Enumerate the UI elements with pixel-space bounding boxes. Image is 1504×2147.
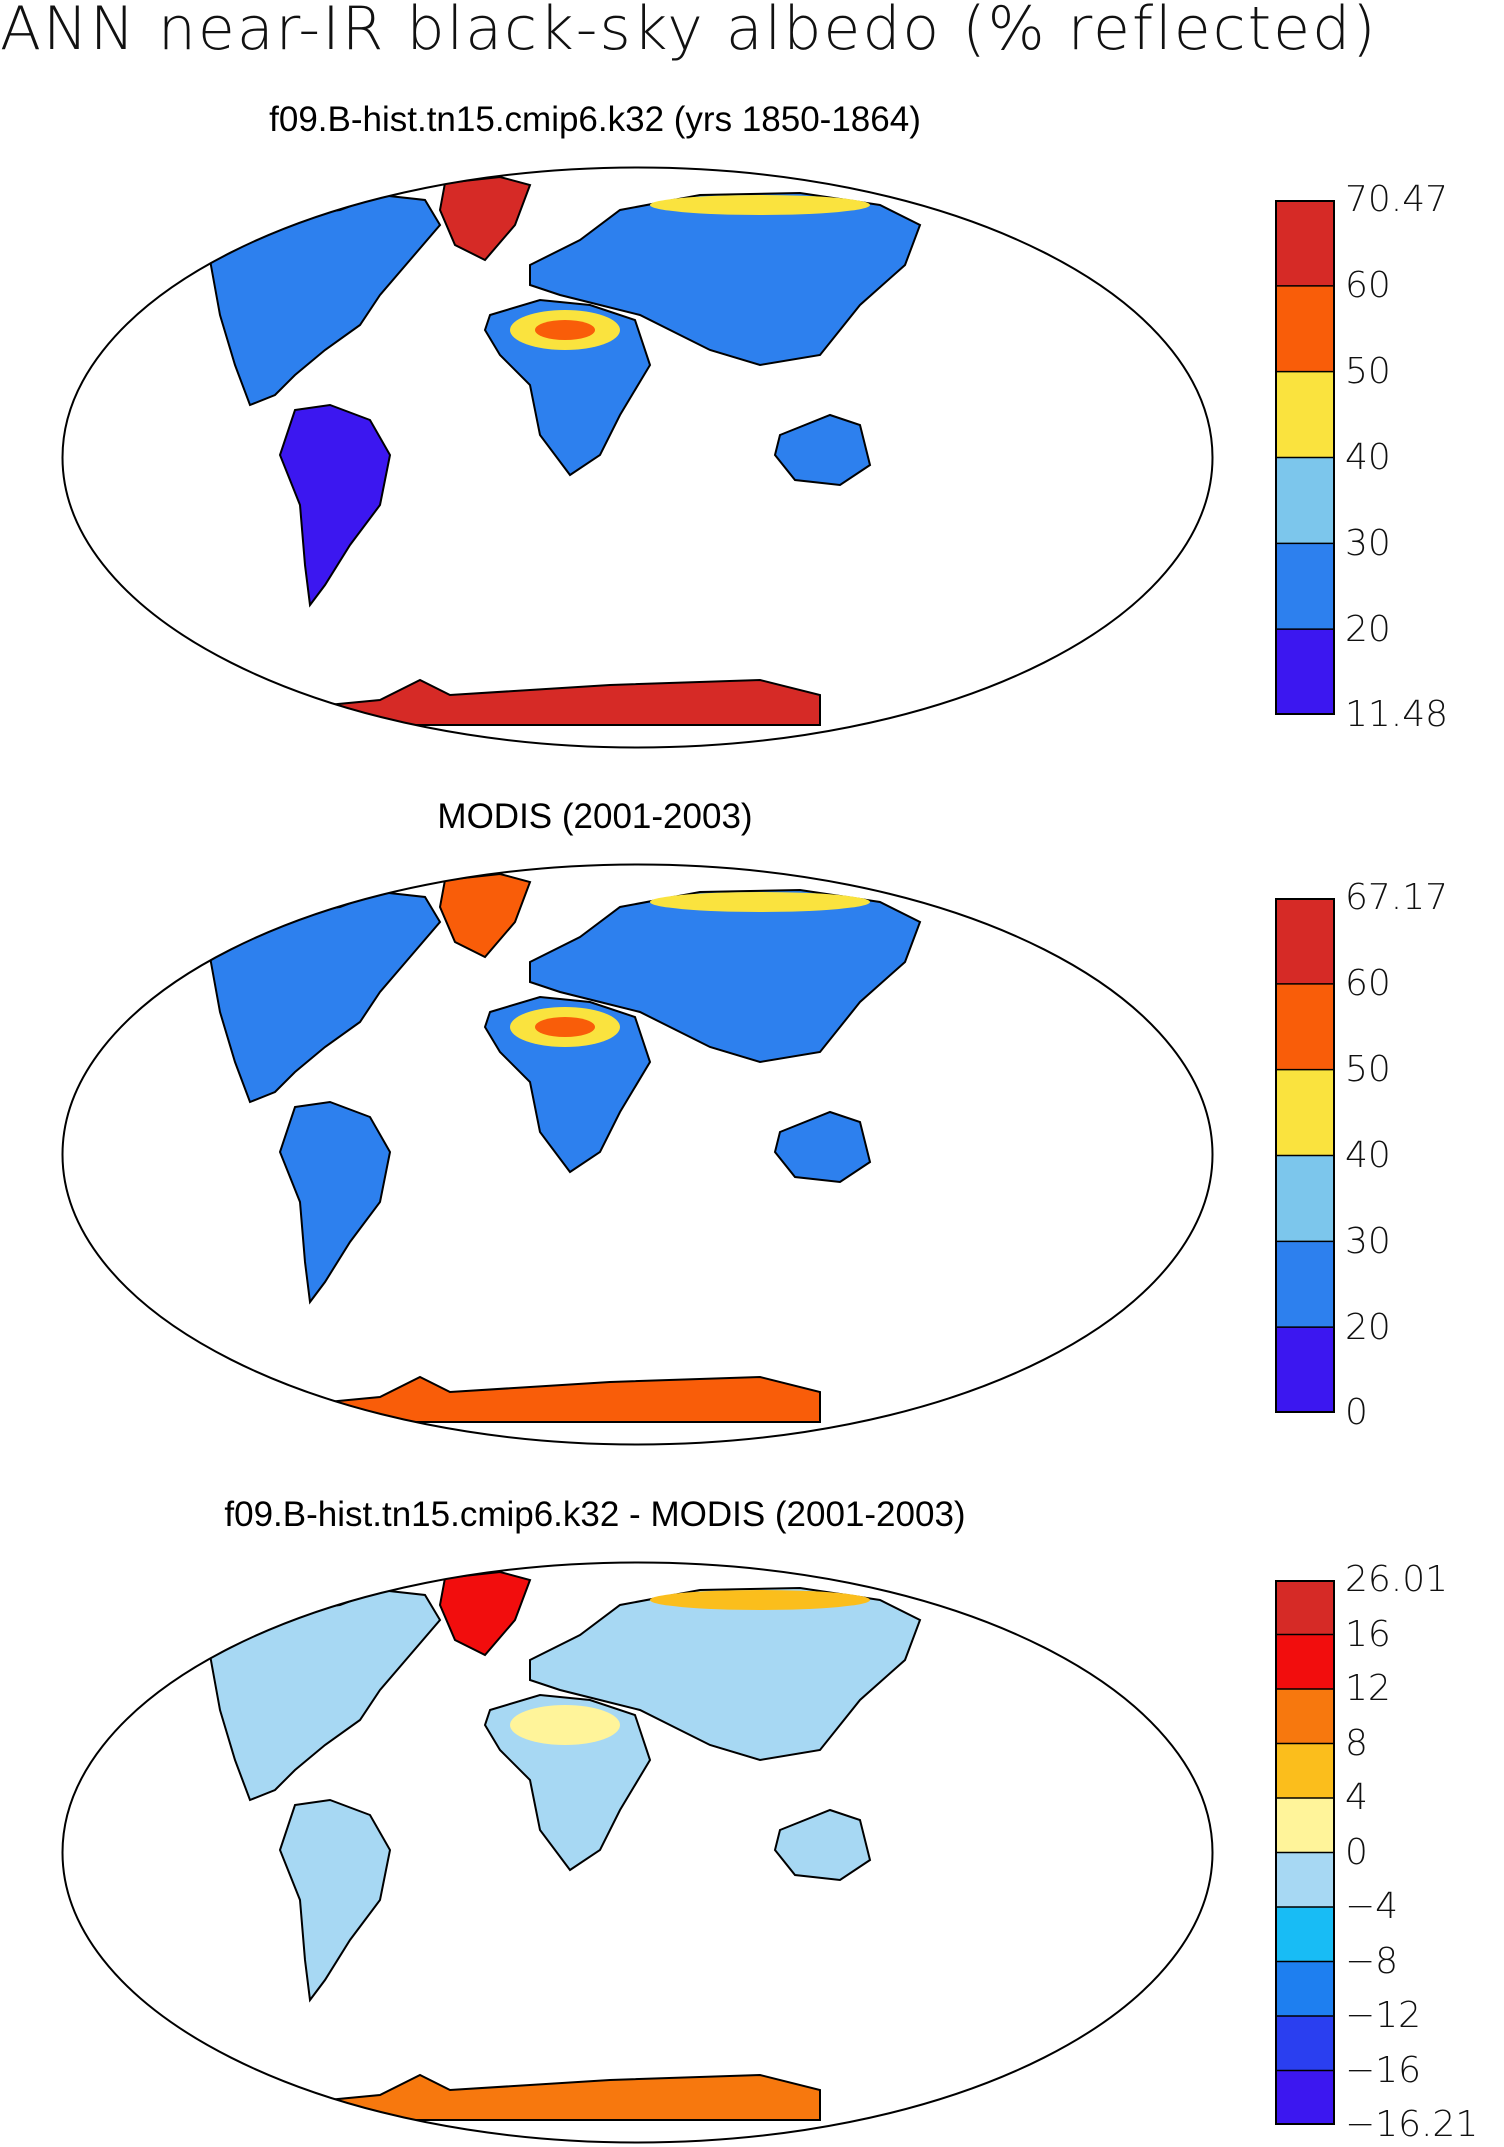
colorbar-swatch — [1276, 1155, 1334, 1242]
map-frame — [61, 166, 1214, 749]
colorbar-3-level-label: 4 — [1345, 1777, 1368, 1818]
map-land-group — [62, 1562, 1213, 2143]
antarctica-land — [268, 1375, 821, 1423]
colorbar-swatch — [1276, 457, 1334, 544]
map-land-group — [62, 167, 1213, 748]
figure-title: ANN near-IR black-sky albedo (% reflecte… — [0, 0, 1378, 64]
colorbar-frame — [1275, 1580, 1335, 2125]
colorbar-frame — [1275, 200, 1335, 715]
colorbar-swatch — [1276, 200, 1334, 287]
colorbar-swatch — [1276, 1798, 1334, 1853]
colorbar-swatch — [1276, 2016, 1334, 2071]
colorbar-swatch — [1276, 1580, 1334, 1635]
australia-land — [773, 413, 872, 487]
greenland-land — [438, 1570, 532, 1657]
colorbar-2-level-label: 60 — [1345, 963, 1391, 1004]
map-1-svg — [61, 166, 1214, 749]
south-america-land — [278, 403, 392, 608]
siberia-coast-band — [650, 1590, 870, 1610]
panel-2-title: MODIS (2001-2003) — [437, 797, 753, 836]
map-2-svg — [61, 863, 1214, 1446]
australia-land — [773, 1808, 872, 1882]
panel-1-title: f09.B-hist.tn15.cmip6.k32 (yrs 1850-1864… — [269, 100, 921, 139]
colorbar-2 — [1275, 898, 1335, 1413]
colorbar-2-level-label: 30 — [1345, 1221, 1391, 1262]
colorbar-swatch — [1276, 1689, 1334, 1744]
eurasia-land — [529, 1586, 922, 1762]
south-america-land — [278, 1100, 392, 1305]
colorbar-swatch — [1276, 1743, 1334, 1799]
panel-2-map — [60, 862, 1215, 1447]
colorbar-3-level-label: 0 — [1345, 1832, 1368, 1873]
map-land-group — [62, 864, 1213, 1445]
colorbar-swatch — [1276, 1241, 1334, 1328]
colorbar-3-svg — [1275, 1580, 1335, 2125]
colorbar-3-level-label: −8 — [1345, 1941, 1399, 1982]
colorbar-3-level-label: −4 — [1345, 1886, 1399, 1927]
colorbar-1-level-label: 40 — [1345, 437, 1391, 478]
colorbar-swatch — [1276, 543, 1334, 630]
colorbar-2-max-label: 67.17 — [1345, 877, 1449, 918]
colorbar-swatch — [1276, 629, 1334, 715]
colorbar-frame — [1275, 898, 1335, 1413]
greenland-land — [438, 872, 532, 959]
colorbar-3-level-label: 16 — [1345, 1614, 1391, 1655]
colorbar-swatch — [1276, 1069, 1334, 1156]
sahara-region — [510, 1705, 620, 1745]
colorbar-1-level-label: 60 — [1345, 265, 1391, 306]
sahara-core — [535, 1017, 595, 1037]
colorbar-swatch — [1276, 898, 1334, 985]
colorbar-swatch — [1276, 1634, 1334, 1690]
colorbar-swatch — [1276, 983, 1334, 1071]
colorbar-3-min-label: −16.21 — [1345, 2104, 1479, 2145]
colorbar-1 — [1275, 200, 1335, 715]
colorbar-1-level-label: 50 — [1345, 351, 1391, 392]
antarctica-land — [268, 2073, 821, 2121]
panel-3-title: f09.B-hist.tn15.cmip6.k32 - MODIS (2001-… — [224, 1495, 966, 1534]
colorbar-2-svg — [1275, 898, 1335, 1413]
eurasia-land — [529, 191, 922, 367]
colorbar-2-min-label: 0 — [1345, 1392, 1368, 1433]
colorbar-2-level-label: 50 — [1345, 1049, 1391, 1090]
colorbar-swatch — [1276, 1961, 1334, 2017]
siberia-coast-band — [650, 892, 870, 912]
antarctica-land — [268, 678, 821, 726]
colorbar-3-max-label: 26.01 — [1345, 1559, 1449, 1600]
siberia-coast-band — [650, 195, 870, 215]
eurasia-land — [529, 888, 922, 1064]
map-frame — [61, 1561, 1214, 2144]
colorbar-swatch — [1276, 2070, 1334, 2125]
panel-1-map — [60, 165, 1215, 750]
colorbar-swatch — [1276, 1907, 1334, 1962]
map-frame — [61, 863, 1214, 1446]
colorbar-1-svg — [1275, 200, 1335, 715]
colorbar-swatch — [1276, 371, 1334, 458]
colorbar-swatch — [1276, 1852, 1334, 1908]
colorbar-2-level-label: 20 — [1345, 1307, 1391, 1348]
south-america-land — [278, 1798, 392, 2003]
australia-land — [773, 1110, 872, 1184]
colorbar-swatch — [1276, 285, 1334, 373]
colorbar-3-level-label: −16 — [1345, 2050, 1421, 2091]
greenland-land — [438, 175, 532, 262]
colorbar-1-min-label: 11.48 — [1345, 694, 1449, 735]
map-3-svg — [61, 1561, 1214, 2144]
colorbar-3-level-label: 8 — [1345, 1723, 1368, 1764]
colorbar-swatch — [1276, 1327, 1334, 1413]
colorbar-1-max-label: 70.47 — [1345, 179, 1449, 220]
colorbar-1-level-label: 20 — [1345, 609, 1391, 650]
colorbar-3-level-label: −12 — [1345, 1995, 1421, 2036]
colorbar-3-level-label: 12 — [1345, 1668, 1391, 1709]
panel-3-map — [60, 1560, 1215, 2145]
colorbar-2-level-label: 40 — [1345, 1135, 1391, 1176]
sahara-core — [535, 320, 595, 340]
colorbar-3 — [1275, 1580, 1335, 2125]
colorbar-1-level-label: 30 — [1345, 523, 1391, 564]
